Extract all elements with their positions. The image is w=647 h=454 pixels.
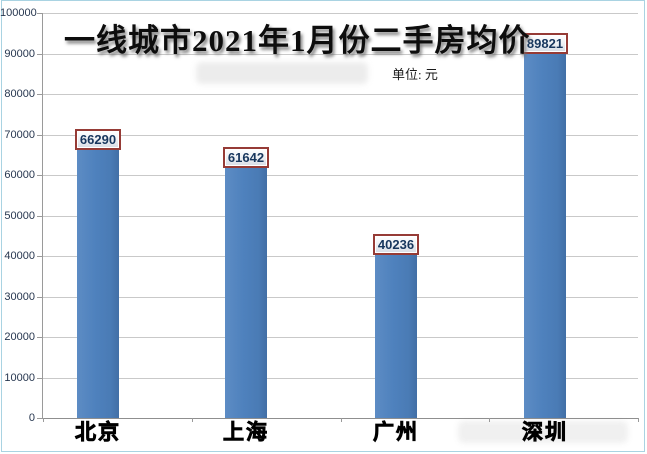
gridline xyxy=(43,256,638,257)
category-tick xyxy=(191,418,193,422)
y-tick-label: 60000 xyxy=(4,169,35,181)
unit-label: 单位: 元 xyxy=(392,67,438,82)
y-tick-label: 50000 xyxy=(4,209,35,222)
watermark-smudge xyxy=(196,62,368,84)
bar-上海 xyxy=(225,168,267,418)
y-tick-mark xyxy=(37,256,43,257)
y-tick-mark xyxy=(37,134,43,136)
y-tick-label: 10000 xyxy=(4,371,35,384)
y-tick-label: 100000 xyxy=(0,7,37,19)
gridline xyxy=(43,296,638,298)
y-tick-mark xyxy=(37,377,43,379)
bar-北京 xyxy=(77,149,119,418)
y-tick-mark xyxy=(37,418,43,419)
category-tick xyxy=(638,418,639,422)
y-tick-mark xyxy=(37,94,43,95)
bar-深圳 xyxy=(524,54,566,418)
value-label-box: 40236 xyxy=(373,234,419,256)
value-label-box: 66290 xyxy=(75,128,121,150)
gridline xyxy=(43,377,638,379)
y-tick-label: 0 xyxy=(28,412,35,424)
gridline xyxy=(43,134,638,136)
y-tick-mark xyxy=(37,337,43,338)
category-tick xyxy=(43,418,44,422)
y-tick-label: 40000 xyxy=(4,250,35,262)
y-tick-label: 90000 xyxy=(4,47,35,60)
plot-area: 66290 61642 40236 89821 xyxy=(43,13,639,422)
gridline xyxy=(43,13,638,14)
gridline xyxy=(43,337,638,338)
y-tick-label: 70000 xyxy=(4,128,35,141)
gridline xyxy=(43,94,638,95)
x-category-label: 上海 xyxy=(223,421,269,444)
gridline xyxy=(43,175,638,176)
y-tick-label: 30000 xyxy=(4,290,35,303)
gridline xyxy=(43,53,638,55)
x-category-label: 北京 xyxy=(75,421,121,444)
gridline xyxy=(43,215,638,217)
category-tick xyxy=(489,418,491,422)
y-tick-label: 20000 xyxy=(4,331,35,343)
y-tick-mark xyxy=(37,215,43,217)
chart-title: 一线城市2021年1月份二手房均价 xyxy=(64,23,531,58)
value-label-box: 89821 xyxy=(522,33,568,55)
y-tick-mark xyxy=(37,13,43,14)
x-category-label: 深圳 xyxy=(522,421,568,444)
watermark-smudge xyxy=(458,421,628,443)
y-tick-mark xyxy=(37,296,43,298)
bar-广州 xyxy=(375,255,417,418)
y-tick-mark xyxy=(37,175,43,176)
y-tick-mark xyxy=(37,53,43,55)
value-label-box: 61642 xyxy=(223,147,269,169)
x-category-label: 广州 xyxy=(373,421,419,444)
category-tick xyxy=(340,418,342,422)
y-tick-label: 80000 xyxy=(4,88,35,100)
